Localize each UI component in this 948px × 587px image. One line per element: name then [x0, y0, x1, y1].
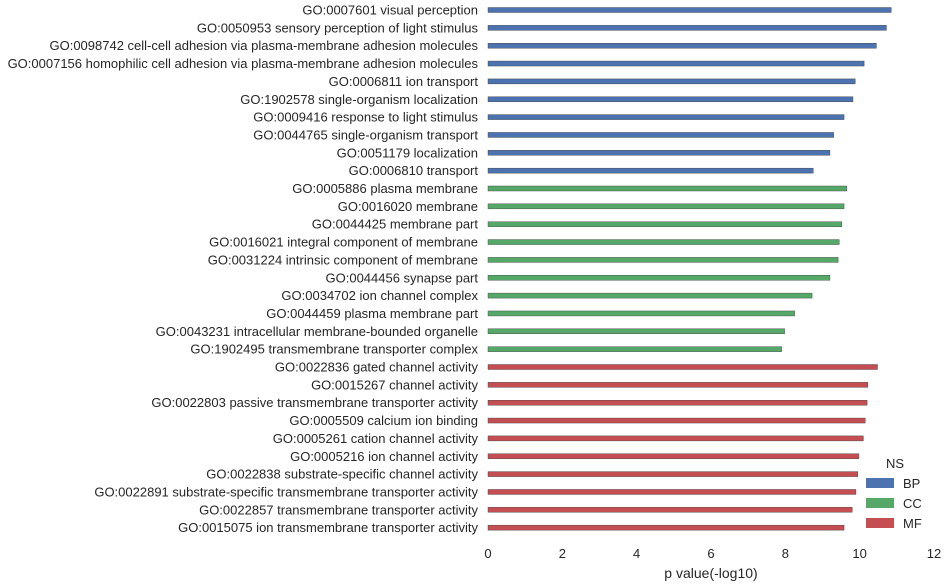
category-label: GO:0050953 sensory perception of light s…: [197, 20, 479, 35]
category-label: GO:0098742 cell-cell adhesion via plasma…: [49, 38, 478, 53]
legend: NS BP CC MF: [866, 456, 922, 531]
bar-mf-29: [487, 524, 845, 531]
bar-mf-23: [487, 417, 866, 424]
category-label: GO:0015267 channel activity: [311, 377, 478, 392]
x-tick-label: 4: [633, 546, 640, 561]
x-tick-label: 6: [707, 546, 714, 561]
category-label: GO:1902495 transmembrane transporter com…: [190, 342, 478, 357]
bar-bp-1: [487, 25, 887, 31]
category-label: GO:0022836 gated channel activity: [275, 360, 479, 375]
category-label: GO:0044765 single-organism transport: [253, 127, 478, 142]
bar-mf-24: [487, 435, 864, 442]
category-label: GO:0044425 membrane part: [312, 217, 479, 232]
legend-swatch-mf: [866, 518, 894, 528]
category-label: GO:0005886 plasma membrane: [292, 181, 478, 196]
legend-entries-group: BP CC MF: [866, 476, 922, 531]
category-label: GO:0022803 passive transmembrane transpo…: [151, 395, 478, 410]
legend-label-bp: BP: [903, 476, 920, 491]
bar-cc-11: [487, 203, 845, 210]
category-label: GO:0016021 integral component of membran…: [209, 235, 478, 250]
bar-cc-18: [487, 328, 785, 334]
bar-bp-3: [487, 60, 865, 67]
category-label: GO:0016020 membrane: [338, 199, 478, 214]
legend-swatch-cc: [866, 498, 894, 508]
bar-bp-6: [487, 114, 845, 120]
category-label: GO:0015075 ion transmembrane transporter…: [178, 520, 478, 535]
bar-cc-12: [487, 221, 843, 227]
category-label: GO:0006811 ion transport: [329, 74, 479, 89]
category-label: GO:0005509 calcium ion binding: [289, 413, 478, 428]
bar-mf-27: [487, 489, 857, 495]
category-label: GO:0007601 visual perception: [302, 3, 478, 18]
category-label: GO:0005261 cation channel activity: [273, 431, 479, 446]
bar-mf-20: [487, 364, 878, 370]
x-axis-ticks-group: 0 2 4 6 8 10 12: [484, 546, 941, 561]
bar-mf-26: [487, 471, 859, 477]
x-tick-label: 2: [559, 546, 566, 561]
category-label: GO:0022857 transmembrane transporter act…: [199, 502, 478, 517]
x-tick-label: 10: [852, 546, 866, 561]
category-label: GO:0031224 intrinsic component of membra…: [208, 252, 478, 267]
bar-mf-28: [487, 507, 853, 513]
bars-group: [487, 7, 892, 531]
x-axis-title: p value(-log10): [664, 565, 757, 581]
bar-bp-7: [487, 132, 834, 138]
category-label: GO:0009416 response to light stimulus: [253, 110, 478, 125]
category-label: GO:0043231 intracellular membrane-bounde…: [156, 324, 478, 339]
legend-title: NS: [886, 456, 904, 471]
bar-cc-16: [487, 292, 813, 299]
bar-mf-22: [487, 400, 868, 406]
category-label: GO:0022838 substrate-specific channel ac…: [206, 467, 478, 482]
category-label: GO:0005216 ion channel activity: [290, 449, 478, 464]
bar-bp-9: [487, 167, 814, 174]
bar-cc-14: [487, 257, 839, 263]
bar-cc-17: [487, 310, 795, 317]
bar-bp-4: [487, 78, 856, 85]
x-tick-label: 8: [782, 546, 789, 561]
bar-bp-0: [487, 7, 892, 13]
x-tick-label: 0: [484, 546, 491, 561]
legend-label-cc: CC: [903, 496, 922, 511]
category-labels-group: GO:0007601 visual perception GO:0050953 s…: [8, 3, 479, 536]
bar-bp-5: [487, 96, 854, 102]
bar-mf-21: [487, 382, 869, 388]
bar-mf-25: [487, 453, 860, 459]
x-tick-label: 12: [927, 546, 941, 561]
legend-label-mf: MF: [903, 516, 922, 531]
category-label: GO:1902578 single-organism localization: [240, 92, 478, 107]
bar-cc-19: [487, 346, 782, 352]
bar-cc-15: [487, 275, 831, 281]
bar-bp-8: [487, 150, 831, 156]
category-label: GO:0051179 localization: [337, 145, 478, 160]
category-label: GO:0007156 homophilic cell adhesion via …: [8, 56, 479, 71]
category-label: GO:0006810 transport: [349, 163, 479, 178]
bar-bp-2: [487, 43, 877, 49]
category-label: GO:0044456 synapse part: [326, 270, 479, 285]
category-label: GO:0022891 substrate-specific transmembr…: [94, 484, 478, 499]
bar-cc-10: [487, 185, 847, 192]
legend-swatch-bp: [866, 478, 894, 488]
category-label: GO:0034702 ion channel complex: [281, 288, 478, 303]
category-label: GO:0044459 plasma membrane part: [266, 306, 478, 321]
bar-cc-13: [487, 239, 840, 245]
